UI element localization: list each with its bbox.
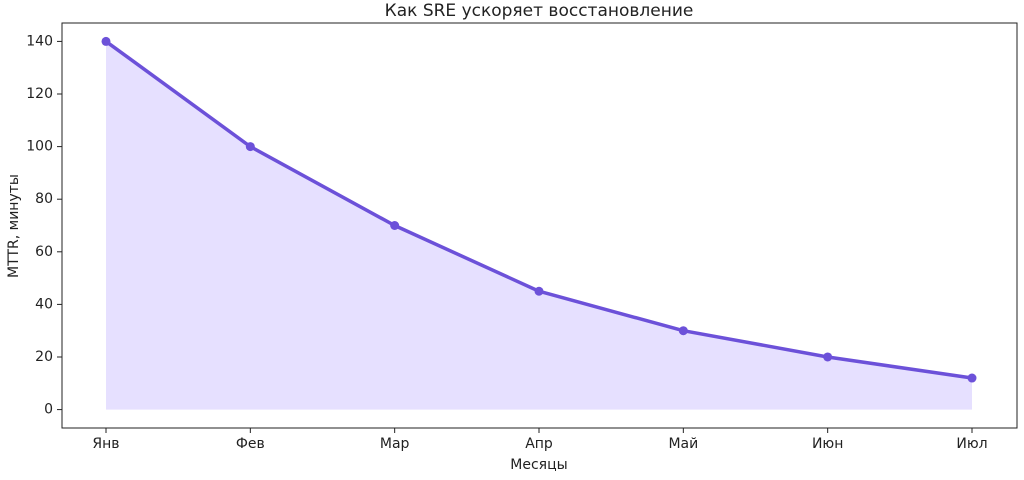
x-tick-label: Фев bbox=[236, 436, 265, 452]
y-tick-label: 100 bbox=[26, 139, 53, 155]
plot-frame bbox=[61, 22, 1018, 429]
x-tick-label: Май bbox=[668, 436, 698, 452]
y-tick-label: 120 bbox=[26, 86, 53, 102]
point bbox=[534, 286, 544, 296]
x-tick-label: Июн bbox=[812, 436, 843, 452]
point bbox=[823, 352, 833, 362]
x-axis-label: Месяцы bbox=[510, 457, 567, 473]
x-tick-label: Янв bbox=[92, 436, 119, 452]
y-tick-label: 20 bbox=[35, 349, 53, 365]
y-tick-label: 80 bbox=[35, 191, 53, 207]
y-tick-label: 0 bbox=[44, 402, 53, 418]
y-axis-label: MTTR, минуты bbox=[6, 174, 22, 278]
chart-title: Как SRE ускоряет восстановление bbox=[385, 1, 694, 21]
point bbox=[967, 373, 977, 383]
point bbox=[390, 221, 400, 230]
y-tick-label: 60 bbox=[35, 244, 53, 260]
x-tick-label: Мар bbox=[380, 436, 410, 452]
point bbox=[245, 142, 255, 152]
area bbox=[106, 41, 972, 410]
x-tick-label: Апр bbox=[525, 436, 553, 452]
x-tick-label: Июл bbox=[956, 436, 987, 452]
y-tick-label: 140 bbox=[26, 33, 53, 49]
point bbox=[678, 326, 688, 336]
point bbox=[101, 36, 111, 46]
y-tick-label: 40 bbox=[35, 296, 53, 312]
